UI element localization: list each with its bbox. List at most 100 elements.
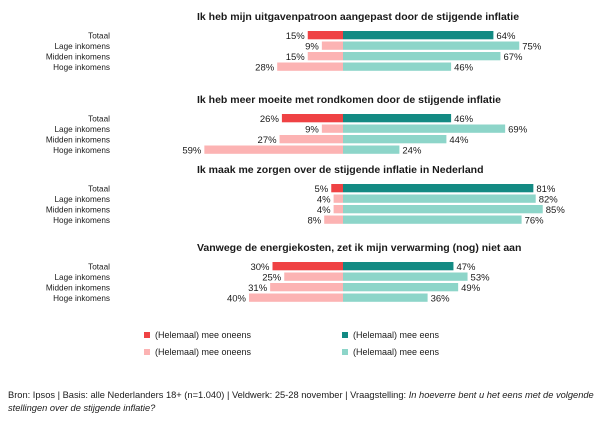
source-text: Bron: Ipsos | Basis: alle Nederlanders 1… <box>8 390 409 400</box>
data-label-agree: 69% <box>508 124 528 135</box>
data-label-agree: 64% <box>496 31 516 42</box>
data-label-agree: 53% <box>471 272 491 283</box>
bar-disagree <box>333 205 343 214</box>
panel-title: Ik heb meer moeite met rondkomen door de… <box>197 94 501 106</box>
data-label-agree: 24% <box>402 145 422 156</box>
data-label-agree: 46% <box>454 114 474 125</box>
data-label-disagree: 4% <box>317 194 331 205</box>
bar-disagree <box>324 215 343 224</box>
category-label: Midden inkomens <box>46 52 110 61</box>
bar-disagree <box>277 62 343 71</box>
bar-disagree <box>270 283 343 292</box>
bar-disagree <box>204 145 343 154</box>
chart-legend: (Helemaal) mee oneens (Helemaal) mee een… <box>0 330 602 358</box>
legend-swatch-agree-total <box>342 332 348 338</box>
bar-agree <box>343 194 536 203</box>
legend-label: (Helemaal) mee eens <box>353 347 440 357</box>
data-label-disagree: 30% <box>250 262 270 273</box>
data-label-agree: 85% <box>546 205 566 216</box>
category-label: Lage inkomens <box>54 42 110 51</box>
category-label: Totaal <box>88 114 110 123</box>
data-label-agree: 76% <box>525 215 545 226</box>
category-label: Totaal <box>88 262 110 271</box>
legend-label: (Helemaal) mee oneens <box>155 330 252 340</box>
data-label-disagree: 59% <box>182 145 202 156</box>
panel-title: Ik heb mijn uitgavenpatroon aangepast do… <box>197 11 519 23</box>
bar-disagree <box>279 135 343 144</box>
data-label-disagree: 5% <box>315 184 329 195</box>
data-label-disagree: 15% <box>286 31 306 42</box>
source-question: In hoeverre bent u het eens met de volge… <box>8 390 594 413</box>
bar-disagree <box>321 41 343 50</box>
legend-item-disagree-total: (Helemaal) mee oneens <box>144 330 251 340</box>
bar-agree <box>343 215 522 224</box>
data-label-agree: 67% <box>503 52 523 63</box>
source-note: Bron: Ipsos | Basis: alle Nederlanders 1… <box>8 389 598 414</box>
category-label: Totaal <box>88 31 110 40</box>
legend-item-agree-group: (Helemaal) mee eens <box>342 347 439 357</box>
bar-disagree <box>333 194 343 203</box>
legend-item-disagree-group: (Helemaal) mee oneens <box>144 347 251 357</box>
data-label-disagree: 40% <box>227 293 247 304</box>
data-label-disagree: 4% <box>317 205 331 216</box>
bar-disagree <box>307 31 343 40</box>
data-label-agree: 44% <box>449 135 469 146</box>
bar-agree <box>343 52 501 61</box>
data-label-disagree: 26% <box>260 114 280 125</box>
category-label: Lage inkomens <box>54 195 110 204</box>
bar-agree <box>343 293 428 302</box>
panel-title: Ik maak me zorgen over de stijgende infl… <box>197 164 484 176</box>
category-label: Hoge inkomens <box>53 216 110 225</box>
data-label-disagree: 15% <box>286 52 306 63</box>
bar-disagree <box>284 272 343 281</box>
bar-agree <box>343 145 400 154</box>
category-label: Hoge inkomens <box>53 63 110 72</box>
category-label: Midden inkomens <box>46 283 110 292</box>
data-label-disagree: 8% <box>307 215 321 226</box>
bar-disagree <box>272 262 343 271</box>
data-label-agree: 82% <box>539 194 559 205</box>
data-label-agree: 81% <box>536 184 556 195</box>
data-label-agree: 46% <box>454 62 474 73</box>
data-label-disagree: 9% <box>305 41 319 52</box>
bar-disagree <box>307 52 343 61</box>
data-label-disagree: 25% <box>262 272 282 283</box>
bar-agree <box>343 135 447 144</box>
bar-disagree <box>249 293 343 302</box>
data-label-disagree: 9% <box>305 124 319 135</box>
diverging-bar-chart: Ik heb mijn uitgavenpatroon aangepast do… <box>46 11 566 304</box>
bar-agree <box>343 114 452 123</box>
legend-label: (Helemaal) mee oneens <box>155 347 252 357</box>
bar-disagree <box>281 114 343 123</box>
category-label: Hoge inkomens <box>53 294 110 303</box>
legend-swatch-disagree-total <box>144 332 150 338</box>
category-label: Totaal <box>88 184 110 193</box>
bar-agree <box>343 41 520 50</box>
bar-agree <box>343 283 459 292</box>
data-label-agree: 47% <box>456 262 476 273</box>
category-label: Hoge inkomens <box>53 146 110 155</box>
bar-agree <box>343 262 454 271</box>
legend-swatch-disagree-group <box>144 349 150 355</box>
panel-title: Vanwege de energiekosten, zet ik mijn ve… <box>197 242 521 254</box>
data-label-disagree: 28% <box>255 62 275 73</box>
data-label-agree: 49% <box>461 283 481 294</box>
data-label-agree: 36% <box>431 293 451 304</box>
data-label-agree: 75% <box>522 41 542 52</box>
data-label-disagree: 27% <box>258 135 278 146</box>
bar-disagree <box>321 124 343 133</box>
legend-item-agree-total: (Helemaal) mee eens <box>342 330 439 340</box>
category-label: Lage inkomens <box>54 125 110 134</box>
bar-agree <box>343 31 494 40</box>
legend-swatch-agree-group <box>342 349 348 355</box>
category-label: Lage inkomens <box>54 273 110 282</box>
data-label-disagree: 31% <box>248 283 268 294</box>
legend-label: (Helemaal) mee eens <box>353 330 440 340</box>
bar-agree <box>343 62 452 71</box>
bar-agree <box>343 205 543 214</box>
category-label: Midden inkomens <box>46 135 110 144</box>
bar-agree <box>343 184 534 193</box>
bar-agree <box>343 272 468 281</box>
bar-agree <box>343 124 506 133</box>
bar-disagree <box>331 184 343 193</box>
